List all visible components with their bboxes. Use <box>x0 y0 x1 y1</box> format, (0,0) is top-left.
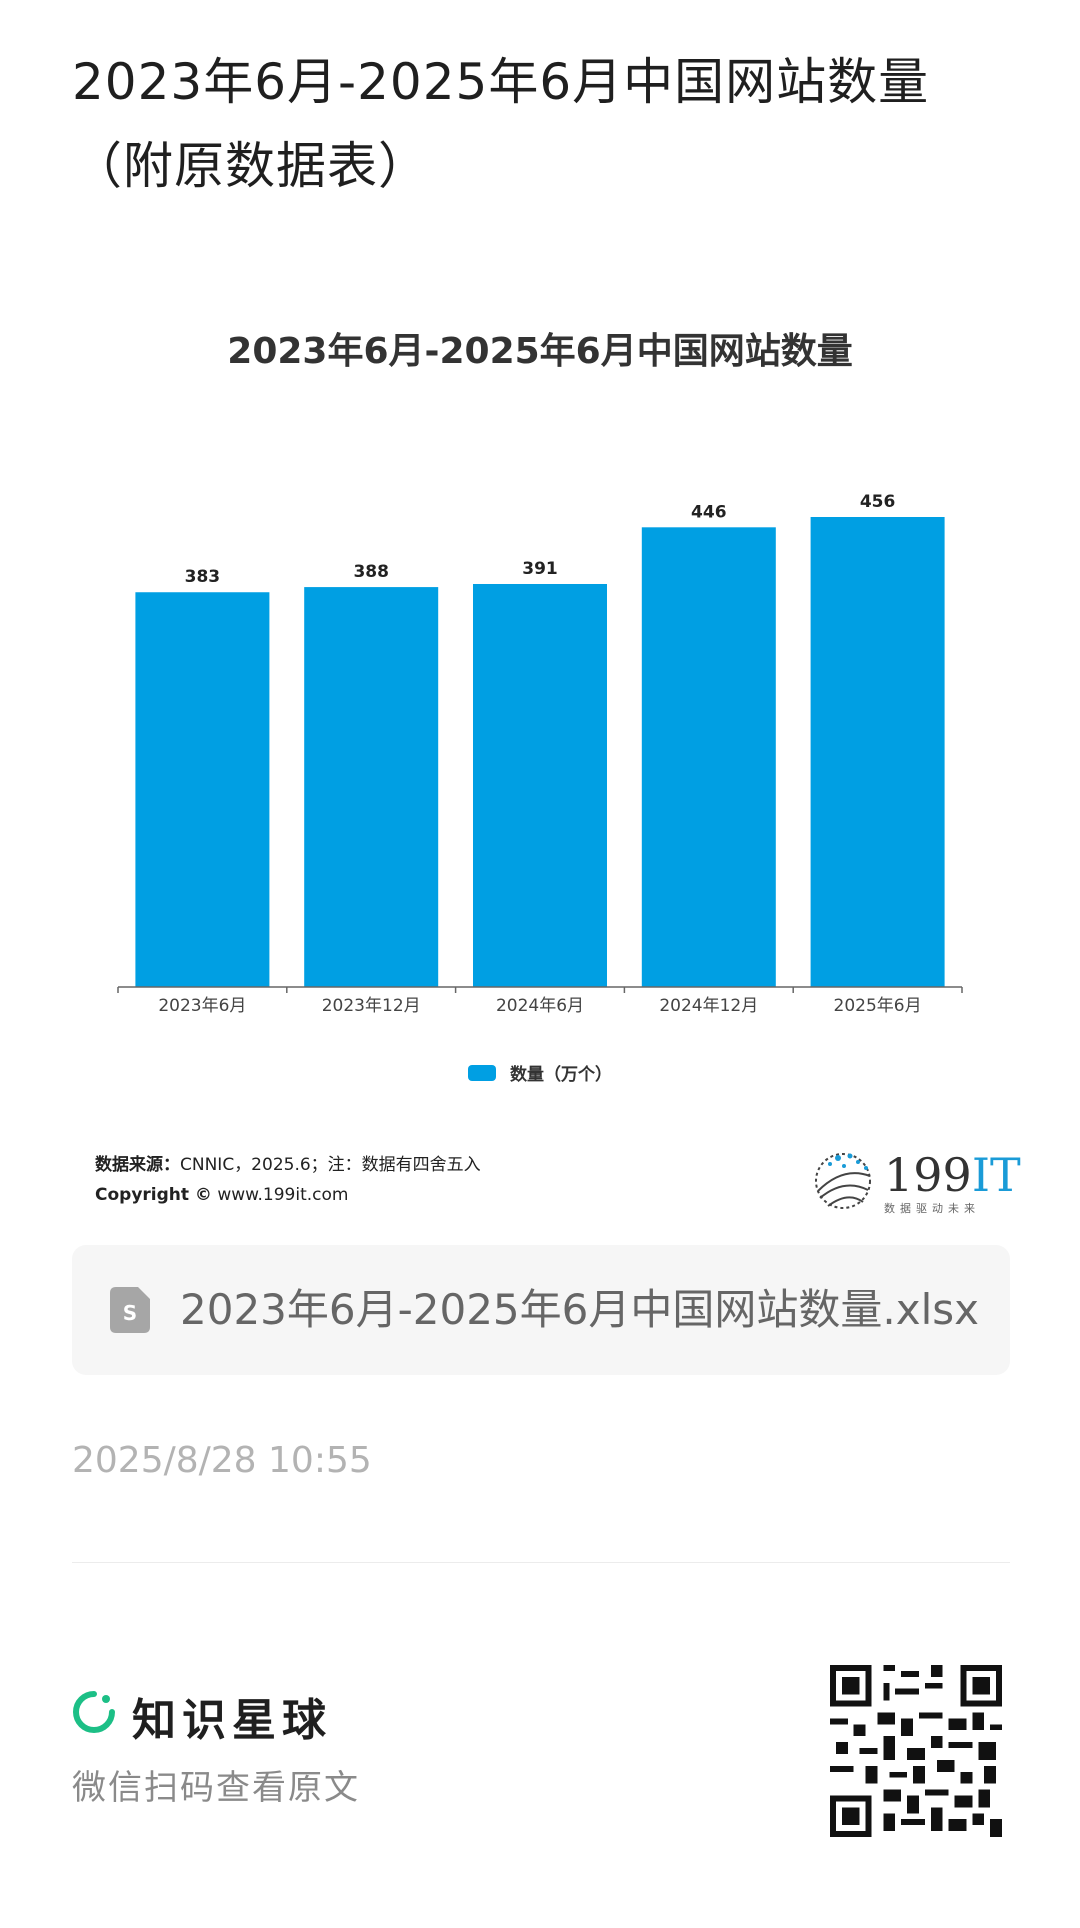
legend-label: 数量（万个） <box>509 1065 612 1085</box>
brand-logo: 199IT 数据驱动未来 <box>808 1140 1021 1220</box>
qr-code-icon[interactable] <box>830 1665 1002 1837</box>
source-text: CNNIC，2025.6；注：数据有四舍五入 <box>180 1155 481 1175</box>
post-time: 2025/8/28 10:55 <box>72 1440 372 1481</box>
chart-legend: 数量（万个） <box>0 1060 1080 1085</box>
source-note: 数据来源：CNNIC，2025.6；注：数据有四舍五入 Copyright © … <box>95 1150 481 1210</box>
data-label: 388 <box>353 562 389 582</box>
app-name: 知识星球 <box>132 1695 332 1746</box>
bar-2023年6月 <box>135 592 270 987</box>
post-title: 2023年6月-2025年6月中国网站数量（附原数据表） <box>72 53 930 195</box>
brand-letters: IT <box>971 1148 1021 1202</box>
data-label: 456 <box>860 492 896 512</box>
source-label: 数据来源： <box>95 1155 180 1175</box>
legend-swatch <box>468 1064 497 1081</box>
bar-2024年6月 <box>473 583 607 987</box>
data-label: 391 <box>522 559 558 579</box>
brand-slogan: 数据驱动未来 <box>884 1202 980 1215</box>
copyright-label: Copyright © <box>95 1185 212 1205</box>
scan-hint: 微信扫码查看原文 <box>72 1768 360 1808</box>
spreadsheet-file-icon: S <box>110 1287 150 1333</box>
data-label: 446 <box>691 502 727 522</box>
x-tick-label: 2023年6月 <box>158 996 246 1016</box>
brand-number: 199 <box>884 1148 972 1202</box>
x-tick-label: 2024年6月 <box>496 996 584 1016</box>
divider <box>72 1562 1010 1563</box>
bar-2025年6月 <box>810 517 945 987</box>
brand-name: 199IT <box>884 1148 1021 1202</box>
svg-text:S: S <box>123 1301 137 1325</box>
dots-globe-icon <box>815 1153 871 1209</box>
zsxq-logo-icon <box>73 1691 115 1733</box>
copyright-url: www.199it.com <box>217 1185 349 1205</box>
data-label: 383 <box>185 567 221 587</box>
x-tick-label: 2023年12月 <box>322 996 421 1016</box>
chart-image: 2023年6月-2025年6月中国网站数量 383 2023年6月 388 2023年… <box>0 300 1080 1250</box>
chart-title: 2023年6月-2025年6月中国网站数量 <box>227 331 853 372</box>
attachment-filename: 2023年6月-2025年6月中国网站数量.xlsx <box>180 1285 979 1334</box>
bar-2024年12月 <box>641 527 776 987</box>
bar-2023年12月 <box>304 587 439 987</box>
x-tick-label: 2025年6月 <box>834 996 922 1016</box>
bar-chart: 383 2023年6月 388 2023年12月 391 2024年6月 446 2024年1… <box>117 492 963 1016</box>
attachment-card[interactable]: S 2023年6月-2025年6月中国网站数量.xlsx <box>72 1245 1010 1375</box>
x-tick-label: 2024年12月 <box>659 996 758 1016</box>
